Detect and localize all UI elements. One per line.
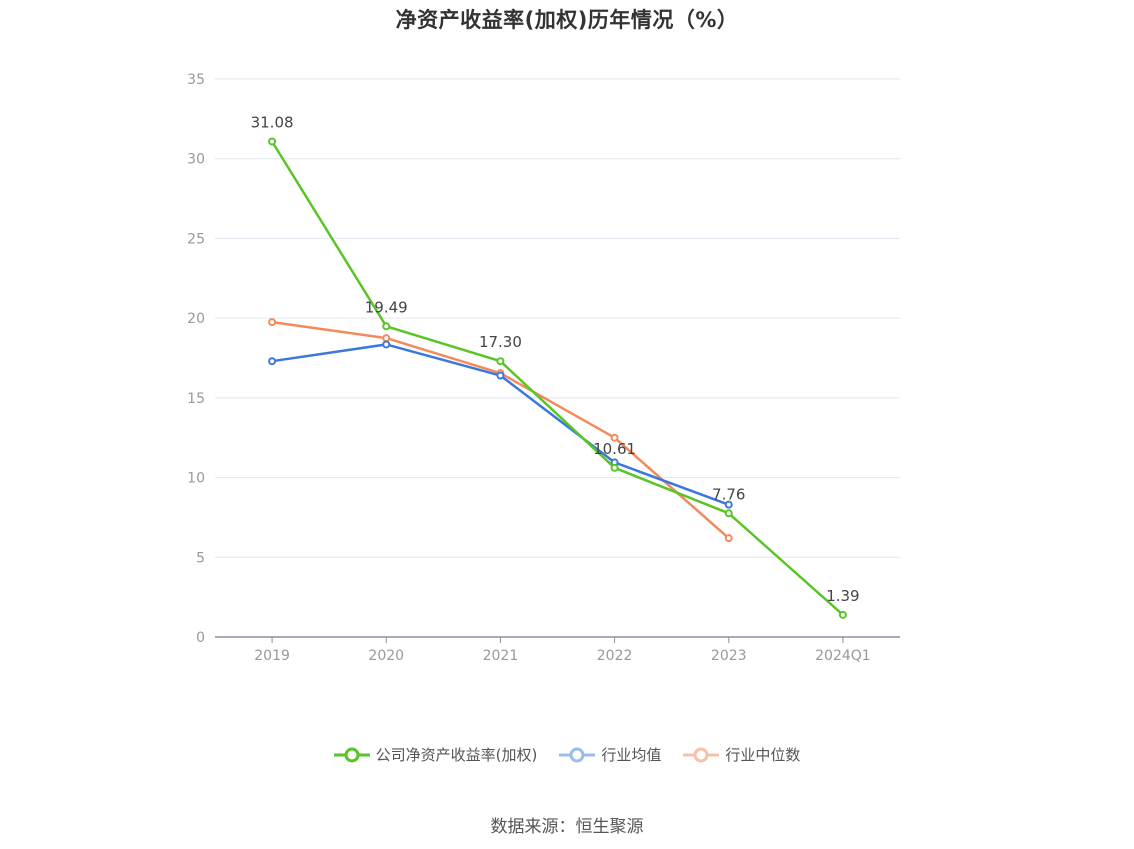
series-point-1 [724, 500, 733, 509]
data-label: 7.76 [712, 485, 745, 503]
y-tick-label: 25 [187, 231, 205, 247]
x-tick-label: 2020 [368, 648, 404, 664]
legend: 公司净资产收益率(加权) 行业均值 行业中位数 [0, 744, 1134, 765]
axes: 0 5 10 15 20 25 30 35 2019 2020 2021 2022 2023 2024Q1 [187, 72, 900, 664]
series-line-0 [271, 140, 844, 616]
y-tick-label: 30 [187, 152, 205, 168]
series-line-1 [271, 343, 730, 506]
legend-mean-marker-icon [559, 747, 596, 762]
series-point-2 [610, 433, 619, 442]
y-tick-label: 20 [187, 311, 205, 327]
series-line-2 [271, 320, 730, 540]
x-tick-label: 2022 [597, 648, 633, 664]
legend-label-industry-median: 行业中位数 [725, 746, 801, 764]
legend-label-company: 公司净资产收益率(加权) [375, 746, 538, 764]
data-label: 10.61 [593, 440, 636, 458]
legend-company-marker-icon [333, 747, 370, 762]
series-point-0 [268, 137, 277, 146]
data-labels: 31.08 19.49 17.30 10.61 7.76 1.39 [251, 113, 860, 604]
y-tick-label: 10 [187, 471, 205, 487]
series-point-1 [496, 371, 505, 380]
series-point-1 [382, 340, 391, 349]
data-label: 31.08 [251, 113, 294, 131]
y-tick-label: 35 [187, 72, 205, 88]
chart-title: 净资产收益率(加权)历年情况（%） [395, 8, 739, 32]
x-tick-label: 2024Q1 [815, 648, 871, 664]
series-point-2 [268, 318, 277, 327]
series-point-0 [496, 357, 505, 366]
legend-item-industry-mean[interactable]: 行业均值 [559, 744, 661, 765]
series-point-0 [382, 322, 391, 331]
grid-lines [215, 78, 900, 558]
x-tick-label: 2019 [254, 648, 290, 664]
series-point-0 [724, 509, 733, 518]
legend-median-marker-icon [683, 747, 720, 762]
series-lines [268, 137, 847, 619]
series-point-1 [268, 357, 277, 366]
legend-item-industry-median[interactable]: 行业中位数 [683, 744, 800, 765]
series-point-2 [724, 534, 733, 543]
data-source: 数据来源：恒生聚源 [490, 817, 644, 837]
series-point-0 [610, 463, 619, 472]
legend-label-industry-mean: 行业均值 [601, 746, 662, 764]
y-tick-label: 0 [196, 630, 205, 646]
data-label: 1.39 [826, 587, 859, 605]
y-tick-label: 15 [187, 391, 205, 407]
data-label: 17.30 [479, 333, 522, 351]
data-label: 19.49 [365, 298, 408, 316]
x-tick-label: 2023 [711, 648, 747, 664]
y-tick-label: 5 [196, 550, 205, 566]
legend-item-company[interactable]: 公司净资产收益率(加权) [333, 744, 538, 765]
series-point-2 [382, 334, 391, 343]
series-point-0 [838, 610, 847, 619]
x-tick-label: 2021 [483, 648, 519, 664]
